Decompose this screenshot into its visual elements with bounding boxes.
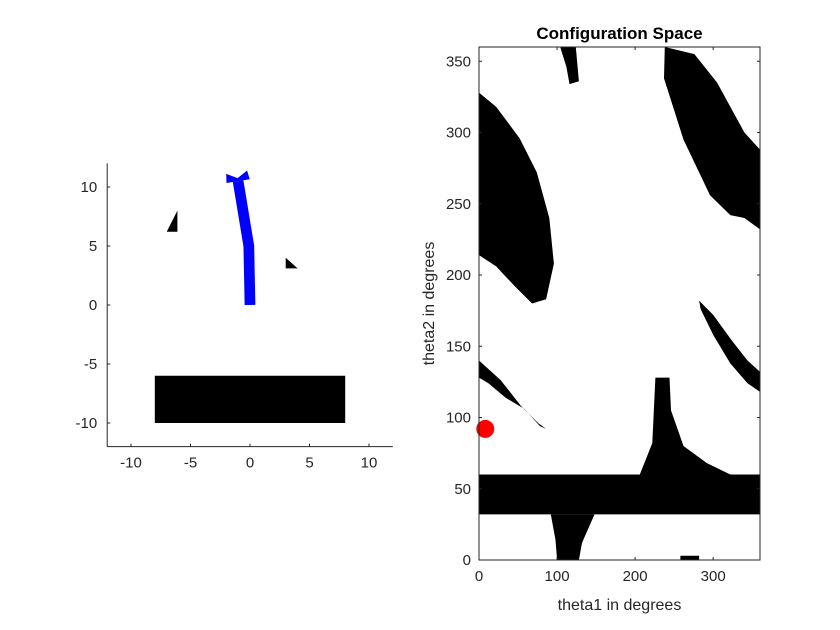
x-tick-label: -5 [184,455,197,472]
x-tick-label: 0 [246,455,254,472]
cspace-y-ticks: 0 50 100 150 200 250 300 350 [446,53,760,569]
y-tick-label: 100 [446,410,471,427]
obstacle-left-triangle [166,210,178,232]
workspace-axes: -10 -5 0 5 10 -10 -5 0 5 10 [76,163,393,472]
collision-bottom-right-sliver [680,555,700,560]
cspace-title: Configuration Space [536,24,702,43]
cspace-x-ticks: 0 100 200 300 [475,47,726,585]
x-tick-label: 200 [623,568,648,585]
y-tick-label: 150 [446,338,471,355]
cspace-y-axis-label: theta2 in degrees [421,242,438,366]
y-tick-label: 350 [446,53,471,70]
y-tick-label: 300 [446,125,471,142]
workspace-obstacles [154,210,346,423]
cspace-x-axis-label: theta1 in degrees [558,597,682,614]
cspace-axes: 0 100 200 300 0 50 100 150 200 250 300 350 Configu… [421,24,761,614]
collision-right-diagonal-finger [699,300,760,392]
config-point [476,419,495,438]
collision-top-small-triangle [560,47,579,85]
collision-upper-right-ellipse [664,47,760,230]
x-tick-label: 10 [361,455,378,472]
y-tick-label: 0 [89,297,97,314]
x-tick-label: 0 [475,568,483,585]
collision-horizontal-band [479,474,760,515]
x-tick-label: 300 [701,568,726,585]
collision-left-diagonal-finger [479,360,547,429]
cspace-axes-frame [478,46,761,561]
obstacle-right-triangle [285,257,298,269]
arm-link-2 [232,180,255,247]
collision-stem-up [639,377,731,475]
arm-elbow-joint [243,240,255,252]
y-tick-label: 5 [89,238,97,255]
robot-arm [226,170,256,306]
obstacle-bottom-rectangle [154,375,346,423]
x-tick-label: -10 [120,455,142,472]
y-tick-label: 10 [81,179,98,196]
x-tick-label: 5 [305,455,313,472]
cspace-collision-regions [479,47,760,560]
collision-upper-left-ellipse [479,92,554,304]
current-configuration-marker [476,419,495,438]
y-tick-label: 200 [446,267,471,284]
y-tick-label: 250 [446,196,471,213]
y-tick-label: -5 [84,356,97,373]
arm-link-1 [243,245,256,306]
workspace-x-ticks: -10 -5 0 5 10 [120,443,378,472]
y-tick-label: 50 [454,481,471,498]
workspace-y-ticks: -10 -5 0 5 10 [76,179,111,432]
arm-end-effector [226,170,250,183]
y-tick-label: -10 [76,415,98,432]
y-tick-label: 0 [463,552,471,569]
collision-band-stem-bottom [550,514,595,560]
x-tick-label: 100 [545,568,570,585]
